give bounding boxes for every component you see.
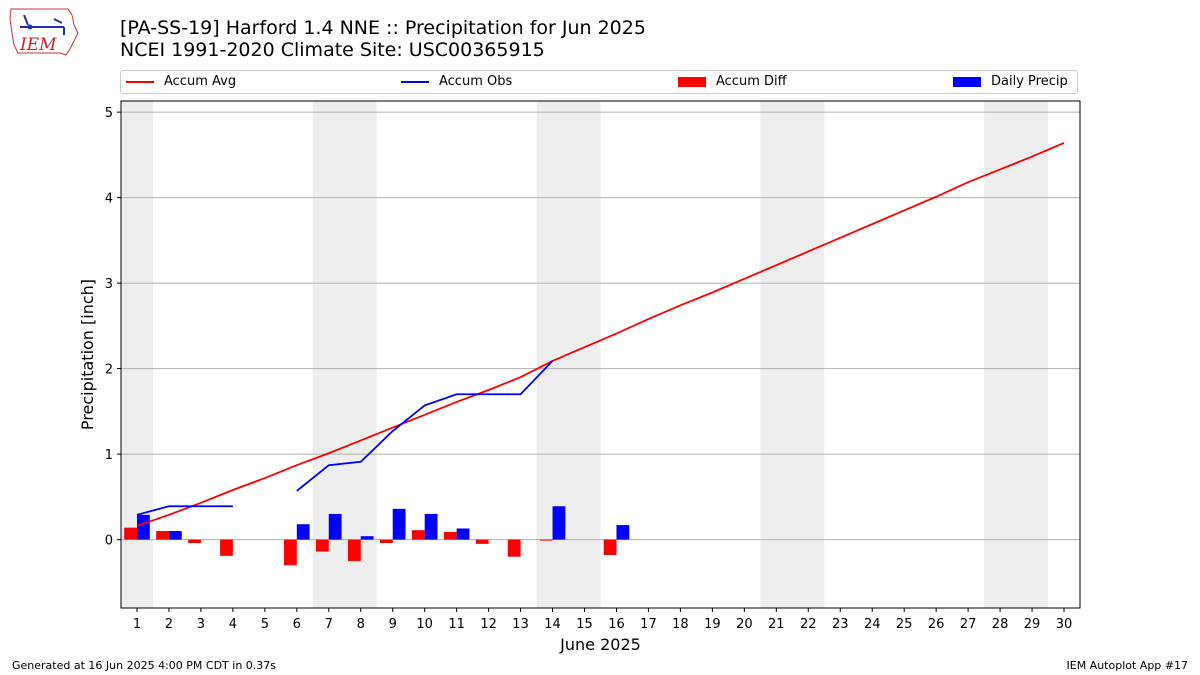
- x-tick-label: 14: [544, 617, 561, 632]
- accum-diff-bar: [379, 539, 393, 544]
- daily-precip-bar: [328, 513, 342, 540]
- legend-swatch-daily-precip: [953, 76, 981, 87]
- iem-logo: IEM: [9, 8, 79, 56]
- x-tick-label: 4: [229, 617, 237, 632]
- footer-app-label: IEM Autoplot App #17: [1066, 659, 1189, 672]
- x-tick-label: 15: [576, 617, 593, 632]
- legend-label: Accum Diff: [716, 74, 787, 89]
- y-tick-label: 5: [105, 106, 113, 121]
- accum-diff-bar: [124, 527, 137, 540]
- chart-subtitle: NCEI 1991-2020 Climate Site: USC00365915: [120, 39, 545, 61]
- x-tick-label: 24: [864, 617, 881, 632]
- weekend-band: [984, 101, 1049, 608]
- accum-diff-bar: [507, 539, 521, 557]
- x-tick-label: 8: [357, 617, 365, 632]
- weekend-band: [312, 101, 377, 608]
- x-tick-label: 25: [896, 617, 913, 632]
- chart-title: [PA-SS-19] Harford 1.4 NNE :: Precipitat…: [120, 17, 646, 39]
- logo-text: IEM: [19, 35, 57, 55]
- accum-obs-line: [136, 505, 233, 516]
- legend-swatch-accum-diff: [678, 76, 706, 87]
- x-tick-label: 22: [800, 617, 817, 632]
- daily-precip-bar: [456, 528, 470, 540]
- x-tick-label: 18: [672, 617, 689, 632]
- x-tick-label: 9: [389, 617, 397, 632]
- plot-frame: [120, 100, 1081, 609]
- accum-diff-bar: [443, 531, 457, 540]
- footer-generated-note: Generated at 16 Jun 2025 4:00 PM CDT in …: [12, 659, 277, 672]
- legend-label: Accum Obs: [439, 74, 513, 89]
- station-dot-icon: [27, 24, 33, 30]
- y-tick-label: 3: [105, 277, 113, 292]
- x-tick-label: 13: [512, 617, 529, 632]
- x-tick-label: 30: [1056, 617, 1073, 632]
- accum-diff-bar: [188, 539, 201, 544]
- y-tick-label: 4: [105, 192, 113, 207]
- x-tick-label: 29: [1024, 617, 1041, 632]
- accum-obs-line: [296, 360, 554, 492]
- weather-station-icon: [20, 14, 65, 35]
- x-tick-label: 6: [293, 617, 301, 632]
- y-tick-label: 0: [105, 534, 113, 549]
- x-tick-label: 11: [448, 617, 465, 632]
- legend-item-accum-diff: Accum Diff: [678, 74, 787, 89]
- accum-diff-bar: [284, 539, 297, 566]
- x-tick-label: 21: [768, 617, 785, 632]
- accum-diff-bar: [475, 539, 489, 544]
- accum-diff-bar: [315, 539, 329, 552]
- x-tick-label: 10: [416, 617, 433, 632]
- daily-precip-bar: [392, 508, 406, 540]
- daily-precip-bar: [552, 506, 566, 540]
- x-tick-label: 28: [992, 617, 1009, 632]
- x-tick-label: 19: [704, 617, 721, 632]
- legend-swatch-accum-avg: [126, 80, 154, 83]
- accum-diff-bar: [220, 539, 233, 556]
- daily-precip-bar: [296, 524, 310, 540]
- legend-label: Daily Precip: [991, 74, 1068, 89]
- x-axis-label: June 2025: [559, 635, 641, 654]
- iowa-outline: [9, 8, 79, 56]
- x-tick-label: 3: [197, 617, 205, 632]
- x-tick-label: 1: [133, 617, 141, 632]
- x-tick-label: 26: [928, 617, 945, 632]
- daily-precip-bar: [360, 536, 374, 540]
- x-tick-label: 16: [608, 617, 625, 632]
- x-tick-label: 12: [480, 617, 497, 632]
- y-tick-label: 2: [105, 363, 113, 378]
- accum-diff-bar: [347, 539, 361, 561]
- x-tick-label: 2: [165, 617, 173, 632]
- weekend-band: [760, 101, 825, 608]
- legend-swatch-accum-obs: [401, 80, 429, 83]
- legend-label: Accum Avg: [164, 74, 237, 89]
- legend-item-accum-avg: Accum Avg: [126, 74, 236, 89]
- accum-diff-bar: [156, 531, 169, 540]
- x-tick-label: 27: [960, 617, 977, 632]
- y-tick-label: 1: [105, 448, 113, 463]
- x-tick-label: 23: [832, 617, 849, 632]
- x-tick-label: 20: [736, 617, 753, 632]
- chart-legend: Accum Avg Accum Obs Accum Diff Daily Pre…: [120, 70, 1078, 94]
- daily-precip-bar: [616, 525, 630, 540]
- daily-precip-bar: [168, 531, 182, 540]
- x-tick-label: 7: [325, 617, 333, 632]
- legend-item-accum-obs: Accum Obs: [401, 74, 512, 89]
- daily-precip-bar: [424, 513, 438, 540]
- x-tick-label: 17: [640, 617, 657, 632]
- x-tick-label: 5: [261, 617, 269, 632]
- daily-precip-bar: [136, 514, 150, 540]
- accum-diff-bar: [603, 539, 617, 555]
- accum-avg-line: [136, 142, 1065, 527]
- legend-item-daily-precip: Daily Precip: [953, 74, 1068, 89]
- accum-diff-bar: [539, 539, 553, 541]
- y-axis-label: Precipitation [inch]: [78, 279, 97, 430]
- accum-diff-bar: [411, 530, 425, 540]
